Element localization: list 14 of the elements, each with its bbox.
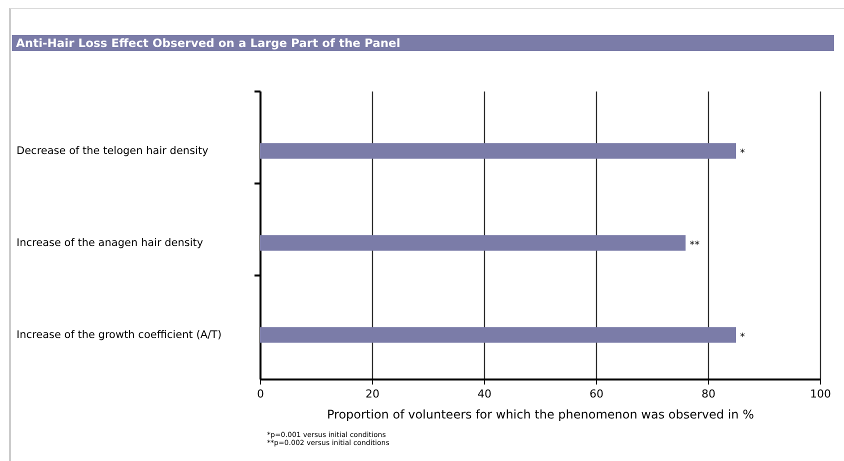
x-axis-title: Proportion of volunteers for which the phenomenon was observed in % <box>327 408 754 422</box>
chart-title: Anti-Hair Loss Effect Observed on a Large Part of the Panel <box>12 35 834 51</box>
y-tick-label: Decrease of the telogen hair density <box>16 144 208 157</box>
x-tick-label: 0 <box>257 388 264 400</box>
x-tick-label: 20 <box>366 388 380 400</box>
x-tick-label: 40 <box>478 388 492 400</box>
y-tick-label: Increase of the anagen hair density <box>16 236 204 249</box>
data-label: * <box>740 148 745 159</box>
x-tick-label: 60 <box>590 388 604 400</box>
x-tick-label: 80 <box>702 388 716 400</box>
data-label: ** <box>690 240 700 251</box>
x-tick-label: 100 <box>810 388 831 400</box>
data-label: * <box>740 332 745 343</box>
y-tick-label: Increase of the growth coefficient (A/T) <box>16 328 222 341</box>
